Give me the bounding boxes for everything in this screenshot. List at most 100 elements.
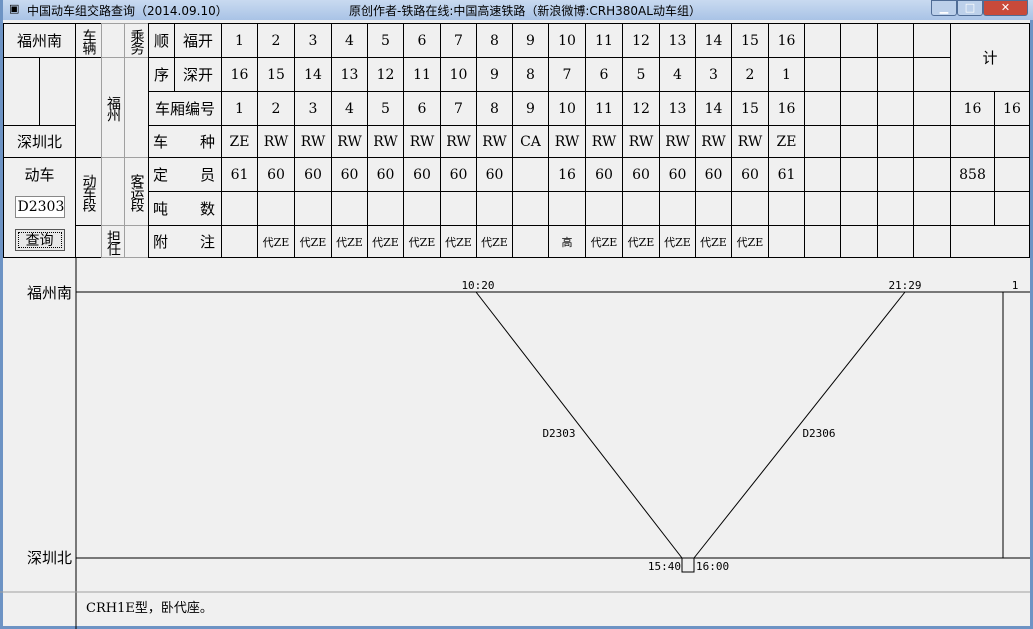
cell-car-no: 4 bbox=[331, 91, 368, 126]
emu-depot-label-text: 动车段 bbox=[80, 173, 97, 210]
empty-cell bbox=[877, 91, 914, 126]
car-no-label: 车厢编号 bbox=[148, 91, 222, 126]
car-count-b: 16 bbox=[994, 91, 1030, 126]
cell-remarks: 代ZE bbox=[695, 225, 732, 258]
cell-fu-kai: 6 bbox=[403, 23, 441, 58]
tonnage-total bbox=[950, 191, 995, 226]
cell-remarks: 代ZE bbox=[331, 225, 368, 258]
cell-type: CA bbox=[512, 125, 549, 158]
empty-cell bbox=[804, 23, 841, 58]
cell-capacity: 60 bbox=[440, 157, 477, 192]
empty-cell bbox=[840, 157, 878, 192]
cell-capacity: 60 bbox=[367, 157, 404, 192]
cell-car-no: 11 bbox=[585, 91, 623, 126]
cell-car-no: 2 bbox=[257, 91, 295, 126]
empty-cell bbox=[913, 125, 951, 158]
empty-cell bbox=[840, 225, 878, 258]
vehicle-depot: 福州 bbox=[101, 57, 125, 158]
total-type-blank bbox=[950, 125, 995, 158]
capacity-total-blank bbox=[994, 157, 1030, 192]
train-line-d2303 bbox=[475, 291, 683, 559]
cell-remarks bbox=[768, 225, 805, 258]
vehicle-depot-text: 福州 bbox=[105, 95, 121, 120]
query-button[interactable]: 查询 bbox=[14, 229, 65, 252]
cell-capacity: 60 bbox=[294, 157, 332, 192]
capacity-label-b: 员 bbox=[199, 166, 215, 184]
cell-capacity: 16 bbox=[548, 157, 586, 192]
maximize-button[interactable]: □ bbox=[957, 0, 983, 16]
cell-type: RW bbox=[548, 125, 586, 158]
train-number-input[interactable] bbox=[14, 195, 65, 218]
tonnage-label-a: 吨 bbox=[153, 200, 169, 218]
cell-tonnage bbox=[331, 191, 368, 226]
cell-remarks: 代ZE bbox=[622, 225, 660, 258]
cell-capacity: 60 bbox=[585, 157, 623, 192]
cell-type: ZE bbox=[768, 125, 805, 158]
cell-shen-kai: 2 bbox=[731, 57, 769, 92]
cell-remarks: 代ZE bbox=[257, 225, 295, 258]
cell-tonnage bbox=[221, 191, 258, 226]
cell-tonnage bbox=[585, 191, 623, 226]
depart-time-d2306: 16:00 bbox=[696, 560, 729, 573]
cell-tonnage bbox=[548, 191, 586, 226]
cell-remarks: 代ZE bbox=[440, 225, 477, 258]
capacity-label: 定员 bbox=[148, 157, 222, 192]
cell-fu-kai: 9 bbox=[512, 23, 549, 58]
close-button[interactable]: ✕ bbox=[983, 0, 1028, 16]
cell-capacity: 60 bbox=[659, 157, 696, 192]
cell-capacity: 60 bbox=[731, 157, 769, 192]
cell-car-no: 13 bbox=[659, 91, 696, 126]
cell-fu-kai: 5 bbox=[367, 23, 404, 58]
empty-cell bbox=[913, 23, 951, 58]
window-credit: 原创作者-铁路在线:中国高速铁路（新浪微博:CRH380AL动车组） bbox=[349, 4, 701, 18]
empty-cell bbox=[913, 225, 951, 258]
cell-type: RW bbox=[294, 125, 332, 158]
cell-capacity: 60 bbox=[257, 157, 295, 192]
cell-capacity: 60 bbox=[622, 157, 660, 192]
cell-remarks: 代ZE bbox=[294, 225, 332, 258]
depart-time-d2303: 10:20 bbox=[461, 279, 494, 292]
order-label-2: 序 bbox=[148, 57, 175, 92]
cell-type: RW bbox=[257, 125, 295, 158]
cell-fu-kai: 11 bbox=[585, 23, 623, 58]
route-line-icon bbox=[39, 58, 40, 125]
cell-fu-kai: 1 bbox=[221, 23, 258, 58]
cell-fu-kai: 15 bbox=[731, 23, 769, 58]
empty-cell bbox=[840, 57, 878, 92]
train-query-panel: 动车查询 bbox=[3, 157, 76, 258]
cell-type: RW bbox=[440, 125, 477, 158]
cell-capacity: 60 bbox=[476, 157, 513, 192]
cell-tonnage bbox=[367, 191, 404, 226]
cell-car-no: 14 bbox=[695, 91, 732, 126]
empty-cell bbox=[913, 157, 951, 192]
cell-type: RW bbox=[403, 125, 441, 158]
empty-cell bbox=[877, 225, 914, 258]
cell-fu-kai: 10 bbox=[548, 23, 586, 58]
crew-label-text: 乘务 bbox=[128, 28, 145, 53]
remarks-label-b: 注 bbox=[199, 233, 215, 251]
cell-shen-kai: 15 bbox=[257, 57, 295, 92]
cell-capacity bbox=[512, 157, 549, 192]
assigned-label-text: 担任 bbox=[105, 229, 121, 254]
train-label-d2303: D2303 bbox=[542, 427, 575, 440]
minimize-button[interactable]: ▁ bbox=[931, 0, 957, 16]
cell-shen-kai: 16 bbox=[221, 57, 258, 92]
cell-remarks: 代ZE bbox=[367, 225, 404, 258]
cell-tonnage bbox=[294, 191, 332, 226]
empty-cell bbox=[804, 157, 841, 192]
tonnage-total-blank bbox=[994, 191, 1030, 226]
crew-label: 乘务 bbox=[124, 23, 149, 58]
cell-car-no: 8 bbox=[476, 91, 513, 126]
cell-fu-kai: 3 bbox=[294, 23, 332, 58]
remarks-total bbox=[950, 225, 1030, 258]
capacity-label-a: 定 bbox=[153, 166, 169, 184]
cell-car-no: 12 bbox=[622, 91, 660, 126]
cell-tonnage bbox=[476, 191, 513, 226]
cell-shen-kai: 7 bbox=[548, 57, 586, 92]
cell-remarks: 代ZE bbox=[476, 225, 513, 258]
tonnage-label-b: 数 bbox=[199, 200, 215, 218]
depot-blank-1 bbox=[101, 23, 125, 58]
empty-cell bbox=[877, 157, 914, 192]
cell-car-no: 15 bbox=[731, 91, 769, 126]
vehicle-blank bbox=[75, 57, 102, 158]
